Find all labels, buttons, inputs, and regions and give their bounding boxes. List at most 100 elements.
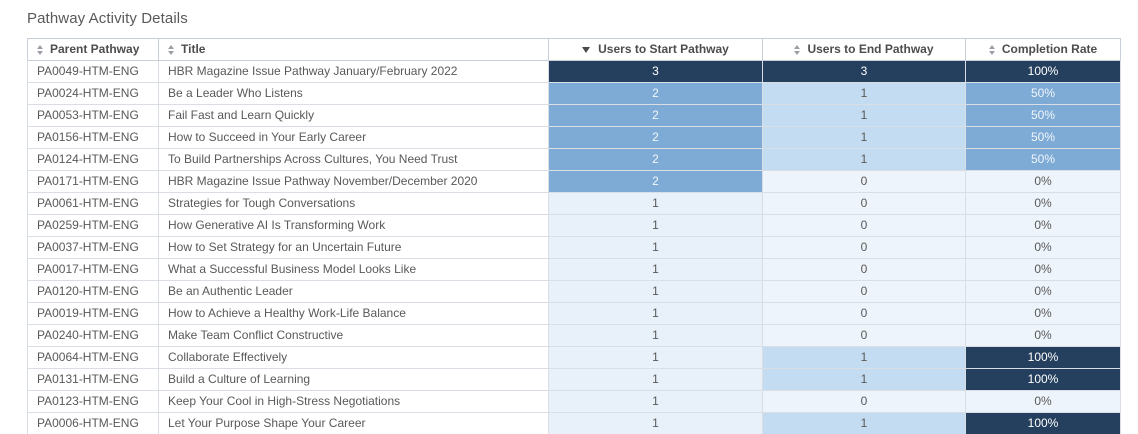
cell-completion-rate: 50% [965,148,1121,171]
cell-completion-rate: 0% [965,258,1121,281]
column-header-start[interactable]: Users to Start Pathway [548,38,763,61]
cell-users-start: 2 [548,126,763,149]
cell-parent-pathway: PA0061-HTM-ENG [27,192,159,215]
cell-users-start: 1 [548,412,763,434]
cell-users-end: 1 [762,126,966,149]
table-row: PA0019-HTM-ENG How to Achieve a Healthy W… [27,302,1121,325]
cell-users-start: 1 [548,368,763,391]
cell-completion-rate: 0% [965,236,1121,259]
cell-title: Be an Authentic Leader [158,280,549,303]
cell-title: Be a Leader Who Listens [158,82,549,105]
cell-completion-rate: 50% [965,104,1121,127]
cell-users-end: 0 [762,390,966,413]
table-row: PA0049-HTM-ENG HBR Magazine Issue Pathway… [27,60,1121,83]
cell-users-start: 2 [548,82,763,105]
cell-title: Strategies for Tough Conversations [158,192,549,215]
cell-users-start: 2 [548,170,763,193]
cell-completion-rate: 50% [965,82,1121,105]
cell-users-start: 2 [548,148,763,171]
column-header-label: Completion Rate [1001,42,1098,56]
cell-title: HBR Magazine Issue Pathway November/Dece… [158,170,549,193]
cell-users-end: 0 [762,324,966,347]
cell-title: Build a Culture of Learning [158,368,549,391]
cell-users-start: 2 [548,104,763,127]
cell-title: Make Team Conflict Constructive [158,324,549,347]
cell-title: How to Succeed in Your Early Career [158,126,549,149]
cell-parent-pathway: PA0017-HTM-ENG [27,258,159,281]
table-row: PA0024-HTM-ENG Be a Leader Who Listens 2 1 5… [27,82,1121,105]
cell-users-end: 1 [762,412,966,434]
cell-parent-pathway: PA0156-HTM-ENG [27,126,159,149]
cell-parent-pathway: PA0131-HTM-ENG [27,368,159,391]
table-row: PA0259-HTM-ENG How Generative AI Is Trans… [27,214,1121,237]
cell-completion-rate: 0% [965,170,1121,193]
cell-completion-rate: 0% [965,214,1121,237]
cell-users-end: 1 [762,148,966,171]
cell-completion-rate: 0% [965,280,1121,303]
table-row: PA0156-HTM-ENG How to Succeed in Your Ear… [27,126,1121,149]
table-row: PA0053-HTM-ENG Fail Fast and Learn Quickl… [27,104,1121,127]
column-header-label: Title [181,42,206,56]
cell-title: Fail Fast and Learn Quickly [158,104,549,127]
table-row: PA0240-HTM-ENG Make Team Conflict Constru… [27,324,1121,347]
table-row: PA0171-HTM-ENG HBR Magazine Issue Pathway… [27,170,1121,193]
column-header-rate[interactable]: Completion Rate [965,38,1121,61]
cell-users-start: 3 [548,60,763,83]
table-row: PA0131-HTM-ENG Build a Culture of Learnin… [27,368,1121,391]
sort-toggle-icon [988,44,995,55]
table-row: PA0017-HTM-ENG What a Successful Business… [27,258,1121,281]
cell-users-end: 0 [762,170,966,193]
column-header-parent[interactable]: Parent Pathway [27,38,159,61]
cell-parent-pathway: PA0019-HTM-ENG [27,302,159,325]
cell-completion-rate: 100% [965,412,1121,434]
sort-toggle-icon [37,44,43,55]
cell-completion-rate: 100% [965,368,1121,391]
cell-users-start: 1 [548,258,763,281]
cell-parent-pathway: PA0259-HTM-ENG [27,214,159,237]
cell-title: Let Your Purpose Shape Your Career [158,412,549,434]
cell-title: To Build Partnerships Across Cultures, Y… [158,148,549,171]
cell-parent-pathway: PA0006-HTM-ENG [27,412,159,434]
cell-title: How to Achieve a Healthy Work-Life Balan… [158,302,549,325]
cell-title: Keep Your Cool in High-Stress Negotiatio… [158,390,549,413]
cell-users-start: 1 [548,280,763,303]
cell-users-end: 1 [762,104,966,127]
cell-completion-rate: 50% [965,126,1121,149]
sort-toggle-icon [794,44,801,55]
table-header: Parent Pathway Title Users to Start Pathwa… [27,38,1121,61]
cell-users-end: 3 [762,60,966,83]
cell-title: HBR Magazine Issue Pathway January/Febru… [158,60,549,83]
table-row: PA0120-HTM-ENG Be an Authentic Leader 1 0 0% [27,280,1121,303]
column-header-label: Users to End Pathway [807,42,934,56]
cell-users-start: 1 [548,390,763,413]
column-header-label: Users to Start Pathway [598,42,729,56]
cell-completion-rate: 100% [965,60,1121,83]
cell-completion-rate: 100% [965,346,1121,369]
sort-toggle-icon [168,44,174,55]
cell-users-end: 1 [762,82,966,105]
table-row: PA0124-HTM-ENG To Build Partnerships Acro… [27,148,1121,171]
page-title: Pathway Activity Details [27,10,188,27]
pathway-activity-table: Parent Pathway Title Users to Start Pathwa… [27,38,1121,434]
cell-title: Collaborate Effectively [158,346,549,369]
cell-users-start: 1 [548,324,763,347]
cell-parent-pathway: PA0240-HTM-ENG [27,324,159,347]
table-row: PA0064-HTM-ENG Collaborate Effectively 1 1 1… [27,346,1121,369]
cell-users-start: 1 [548,346,763,369]
cell-users-end: 1 [762,368,966,391]
cell-title: What a Successful Business Model Looks L… [158,258,549,281]
cell-title: How Generative AI Is Transforming Work [158,214,549,237]
cell-users-end: 1 [762,346,966,369]
cell-parent-pathway: PA0049-HTM-ENG [27,60,159,83]
cell-parent-pathway: PA0171-HTM-ENG [27,170,159,193]
cell-parent-pathway: PA0123-HTM-ENG [27,390,159,413]
column-header-title[interactable]: Title [158,38,549,61]
cell-parent-pathway: PA0053-HTM-ENG [27,104,159,127]
cell-completion-rate: 0% [965,302,1121,325]
cell-users-end: 0 [762,236,966,259]
table-row: PA0037-HTM-ENG How to Set Strategy for an… [27,236,1121,259]
cell-users-start: 1 [548,236,763,259]
cell-completion-rate: 0% [965,390,1121,413]
column-header-end[interactable]: Users to End Pathway [762,38,966,61]
